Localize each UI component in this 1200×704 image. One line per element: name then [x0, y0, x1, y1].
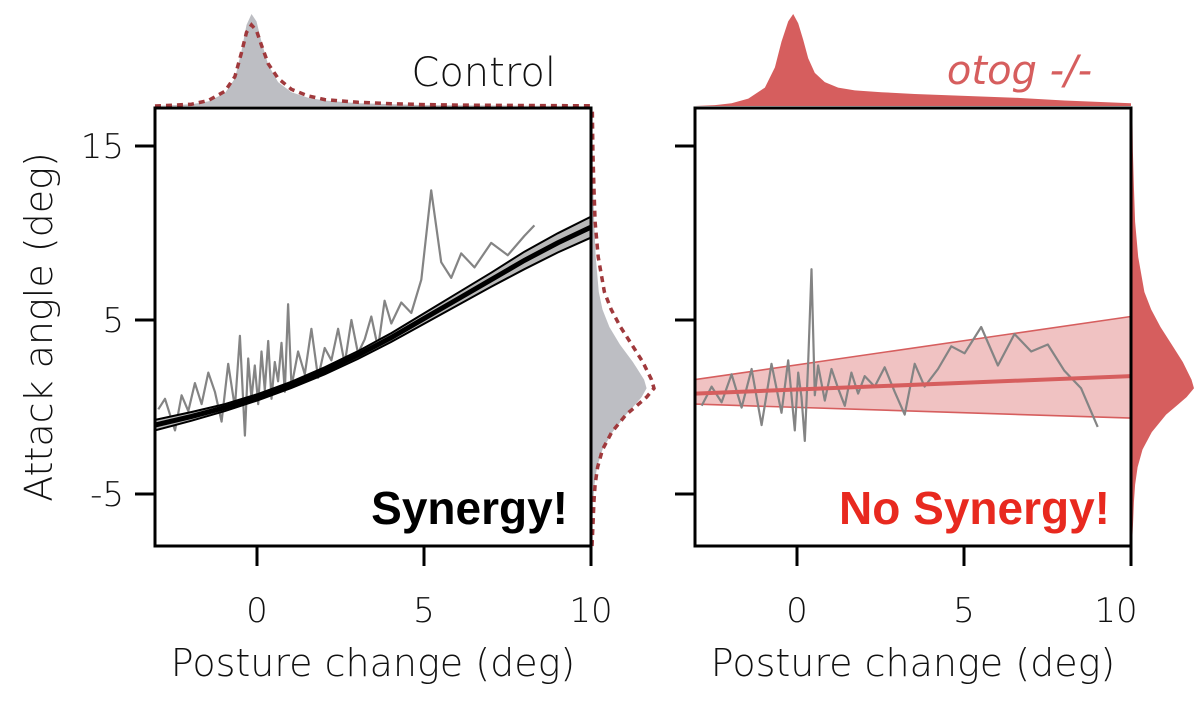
control-marginal-x-density: [155, 14, 591, 106]
control-ytick-label-5: 5: [102, 301, 124, 341]
mutant-no-synergy-annotation: No Synergy!: [839, 482, 1110, 534]
mutant-xtick-label-5: 5: [953, 591, 975, 631]
mutant-fit-band-upper: [695, 315, 1131, 381]
mutant-xtick-label-10: 10: [1094, 591, 1137, 631]
control-ylabel: Attack angle (deg): [17, 152, 61, 502]
mutant-xtick-label-0: 0: [786, 591, 808, 631]
control-xtick-label-10: 10: [569, 591, 612, 631]
control-fit-band-upper: [155, 215, 591, 421]
control-panel: 15 5 -5 0 5 10 Posture change (deg) Atta…: [17, 14, 656, 685]
control-xtick-label-5: 5: [413, 591, 435, 631]
control-plot-area: [155, 189, 591, 437]
control-xlabel: Posture change (deg): [171, 641, 575, 685]
control-raw-trace: [157, 189, 536, 437]
control-fit-line: [155, 224, 591, 428]
control-marginal-y: [590, 107, 656, 547]
mutant-plot-area: [695, 268, 1131, 442]
control-axes-frame: [153, 106, 593, 548]
control-marginal-y-density: [592, 108, 647, 546]
control-ytick-label-15: 15: [81, 127, 124, 167]
mutant-marginal-x: [695, 14, 1131, 106]
control-synergy-annotation: Synergy!: [371, 482, 568, 534]
control-xtick-label-0: 0: [246, 591, 268, 631]
mutant-fit-band-lower: [695, 403, 1131, 419]
control-marginal-y-overlay: [590, 107, 656, 547]
mutant-marginal-y: [1132, 108, 1194, 546]
control-title: Control: [411, 50, 556, 96]
mutant-xlabel: Posture change (deg): [711, 641, 1115, 685]
mutant-marginal-y-density: [1132, 108, 1194, 546]
control-ytick-label-minus5: -5: [90, 475, 124, 515]
mutant-fit-line: [695, 374, 1131, 396]
mutant-raw-trace: [700, 268, 1099, 442]
control-marginal-x-overlay: [154, 22, 592, 108]
mutant-axes-frame: [693, 106, 1133, 548]
mutant-panel: 0 5 10 Posture change (deg) otog -/- No …: [675, 14, 1194, 685]
control-marginal-x: [154, 14, 592, 108]
control-fit-band-lower: [155, 236, 591, 432]
mutant-marginal-x-density: [695, 14, 1131, 106]
mutant-title: otog -/-: [947, 48, 1092, 94]
